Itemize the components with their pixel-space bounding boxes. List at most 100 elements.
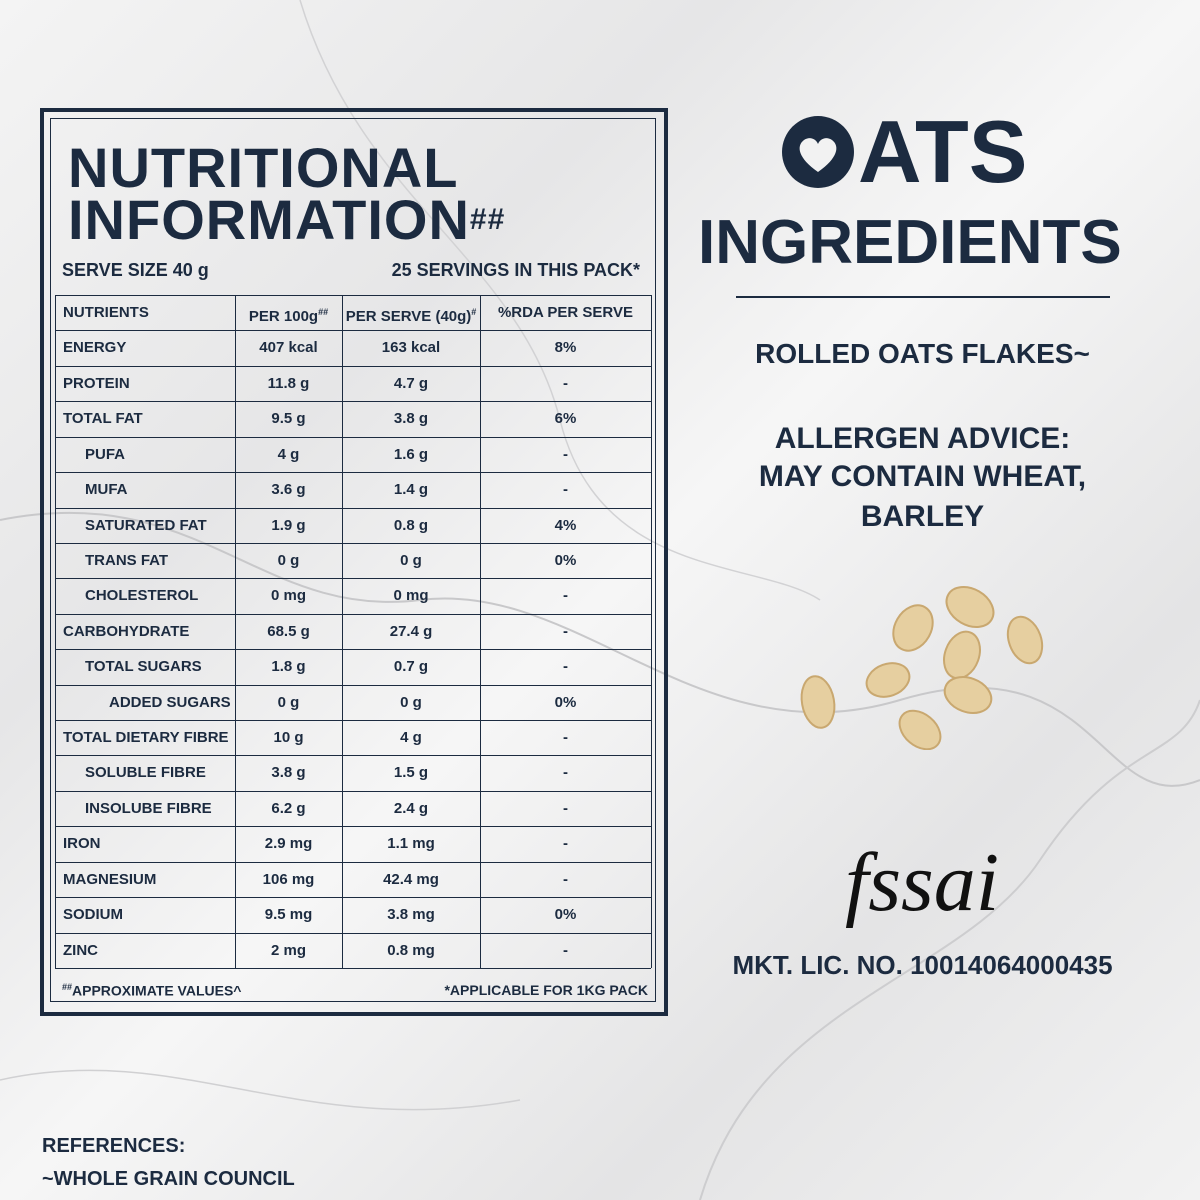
nutrient-value: 68.5 g <box>267 622 310 640</box>
header-cell: %RDA PER SERVE <box>480 295 651 330</box>
nutrient-value: 106 mg <box>262 870 315 888</box>
nutrient-value: 6% <box>554 410 577 428</box>
nutrient-value: 1.8 g <box>271 658 306 676</box>
row-line <box>55 295 651 296</box>
nutrient-name: CHOLESTEROL <box>85 587 199 605</box>
nutrient-name: IRON <box>63 835 101 853</box>
nutrient-value: 1.4 g <box>393 481 429 499</box>
nutrient-value: 2.9 mg <box>264 835 313 853</box>
nutrient-name: ENERGY <box>63 339 127 357</box>
column-line <box>651 295 652 968</box>
nutrient-value: 0% <box>554 906 577 924</box>
nutrient-value: 4.7 g <box>393 374 429 392</box>
row-line <box>55 613 651 615</box>
nutrient-value: 4% <box>554 516 577 534</box>
nutrient-value: 163 kcal <box>381 339 441 357</box>
fssai-logo: fssai <box>845 836 1000 929</box>
row-line <box>55 684 651 686</box>
nutrient-value: 27.4 g <box>389 622 433 640</box>
footnote-mark: ## <box>62 982 73 992</box>
row-line <box>55 826 651 828</box>
nutrient-value: 0 g <box>400 551 422 569</box>
header-cell: NUTRIENTS <box>63 295 149 330</box>
row-line <box>55 436 651 438</box>
allergen-text: MAY CONTAIN WHEAT, <box>758 460 1087 493</box>
nutrient-value: 0.8 g <box>393 516 429 534</box>
header-cell: PER 100g## <box>235 295 342 334</box>
nutrient-value: - <box>563 729 568 747</box>
brand: ATS <box>858 102 1028 201</box>
nutrient-name: SODIUM <box>63 906 123 924</box>
header-text: %RDA PER SERVE <box>497 304 634 321</box>
header-text: PER SERVE (40g) <box>345 308 472 325</box>
header-text: NUTRIENTS <box>63 304 149 321</box>
allergen-title: ALLERGEN ADVICE: <box>774 422 1071 455</box>
nutrient-value: 42.4 mg <box>383 870 439 888</box>
row-line <box>55 720 651 722</box>
nutrient-value: 11.8 g <box>267 374 310 392</box>
row-line <box>55 968 651 969</box>
nutrient-value: 1.9 g <box>271 516 306 534</box>
nutrient-value: 0 mg <box>270 587 306 605</box>
nutrient-value: - <box>563 481 568 499</box>
nutrient-value: 0 mg <box>393 587 429 605</box>
nutrient-name: ADDED SUGARS <box>109 693 231 711</box>
row-line <box>55 507 651 509</box>
nutrient-value: 2.4 g <box>393 799 429 817</box>
nutrient-value: 2 mg <box>270 941 306 959</box>
nutrient-value: - <box>563 941 568 959</box>
nutrient-value: 3.8 g <box>271 764 306 782</box>
nutrient-value: - <box>563 870 568 888</box>
row-line <box>55 790 651 792</box>
nutrient-value: 8% <box>554 339 577 357</box>
nutrient-name: INSOLUBE FIBRE <box>85 799 212 817</box>
nutrient-name: SOLUBLE FIBRE <box>85 764 206 782</box>
nutrient-name: MUFA <box>85 481 128 499</box>
nutrient-value: 9.5 mg <box>264 906 313 924</box>
ingredient-item: ROLLED OATS FLAKES~ <box>755 338 1090 369</box>
nutrient-name: MAGNESIUM <box>63 870 157 888</box>
nutrient-name: TRANS FAT <box>85 551 169 569</box>
nutrient-value: 0% <box>554 551 577 569</box>
nutrient-value: - <box>563 587 568 605</box>
footnote: APPROXIMATE VALUES^ <box>72 982 242 999</box>
nutrient-name: TOTAL FAT <box>63 410 143 428</box>
nutrient-value: 0 g <box>400 693 422 711</box>
nutrition-title: INFORMATION <box>68 188 470 251</box>
nutrient-value: 3.8 mg <box>387 906 435 924</box>
nutrient-value: - <box>563 445 568 463</box>
column-line <box>342 295 343 968</box>
row-line <box>55 542 651 544</box>
oat-flakes <box>800 586 1044 750</box>
nutrient-name: TOTAL SUGARS <box>85 658 202 676</box>
header-text: PER 100g <box>248 308 319 325</box>
nutrition-title: NUTRITIONAL <box>68 136 459 199</box>
header-cell: PER SERVE (40g)# <box>342 295 480 334</box>
servings: 25 SERVINGS IN THIS PACK* <box>391 260 640 280</box>
row-line <box>55 401 651 403</box>
column-line <box>480 295 481 968</box>
footnote: ##APPROXIMATE VALUES^ <box>62 982 241 999</box>
nutrient-value: 1.5 g <box>393 764 429 782</box>
nutrient-value: 0 g <box>277 551 300 569</box>
nutrient-value: - <box>563 835 568 853</box>
column-line <box>235 295 236 968</box>
nutrient-name: TOTAL DIETARY FIBRE <box>63 729 229 747</box>
nutrient-value: 0 g <box>277 693 300 711</box>
row-line <box>55 755 651 757</box>
row-line <box>55 365 651 367</box>
row-line <box>55 330 651 332</box>
nutrient-value: 4 g <box>277 445 300 463</box>
nutrient-value: - <box>563 764 568 782</box>
nutrient-name: PUFA <box>85 445 126 463</box>
nutrient-value: 407 kcal <box>259 339 318 357</box>
column-line <box>55 295 56 968</box>
row-line <box>55 578 651 580</box>
nutrient-value: 3.8 g <box>393 410 429 428</box>
nutrition-box <box>40 108 668 1016</box>
row-line <box>55 861 651 863</box>
nutrient-value: 0% <box>554 693 577 711</box>
heart-o <box>782 116 854 188</box>
